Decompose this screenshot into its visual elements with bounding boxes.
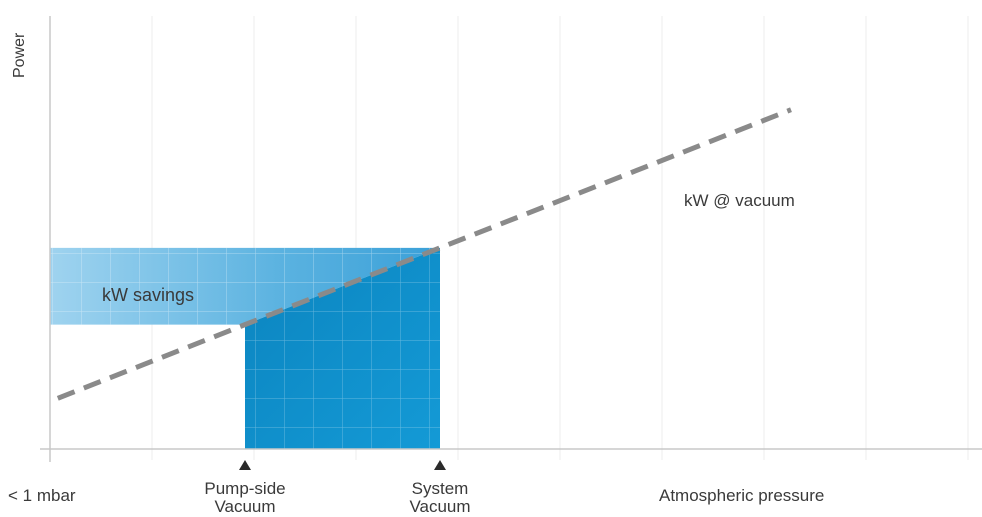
operating-area-grid <box>245 247 440 449</box>
kw-savings-grid <box>50 247 440 325</box>
kw-vacuum-line <box>56 107 792 401</box>
operating-region <box>245 247 440 449</box>
atmospheric-tick-label: Atmospheric pressure <box>659 486 824 505</box>
pump-side-marker-arrow <box>239 460 251 470</box>
grid <box>151 16 969 460</box>
kw-vacuum-label: kW @ vacuum <box>684 191 795 210</box>
kw-savings-label: kW savings <box>102 285 194 305</box>
system-marker-label: System <box>412 479 469 498</box>
low-tick-label: < 1 mbar <box>8 486 76 505</box>
system-marker-label: Vacuum <box>409 497 470 516</box>
y-axis-label: Power <box>11 32 28 78</box>
pump-side-marker-label: Pump-side <box>204 479 285 498</box>
system-marker-arrow <box>434 460 446 470</box>
pump-side-marker-label: Vacuum <box>214 497 275 516</box>
kw-savings-region <box>50 247 440 325</box>
x-tick-labels: < 1 mbar Atmospheric pressure <box>8 486 824 505</box>
